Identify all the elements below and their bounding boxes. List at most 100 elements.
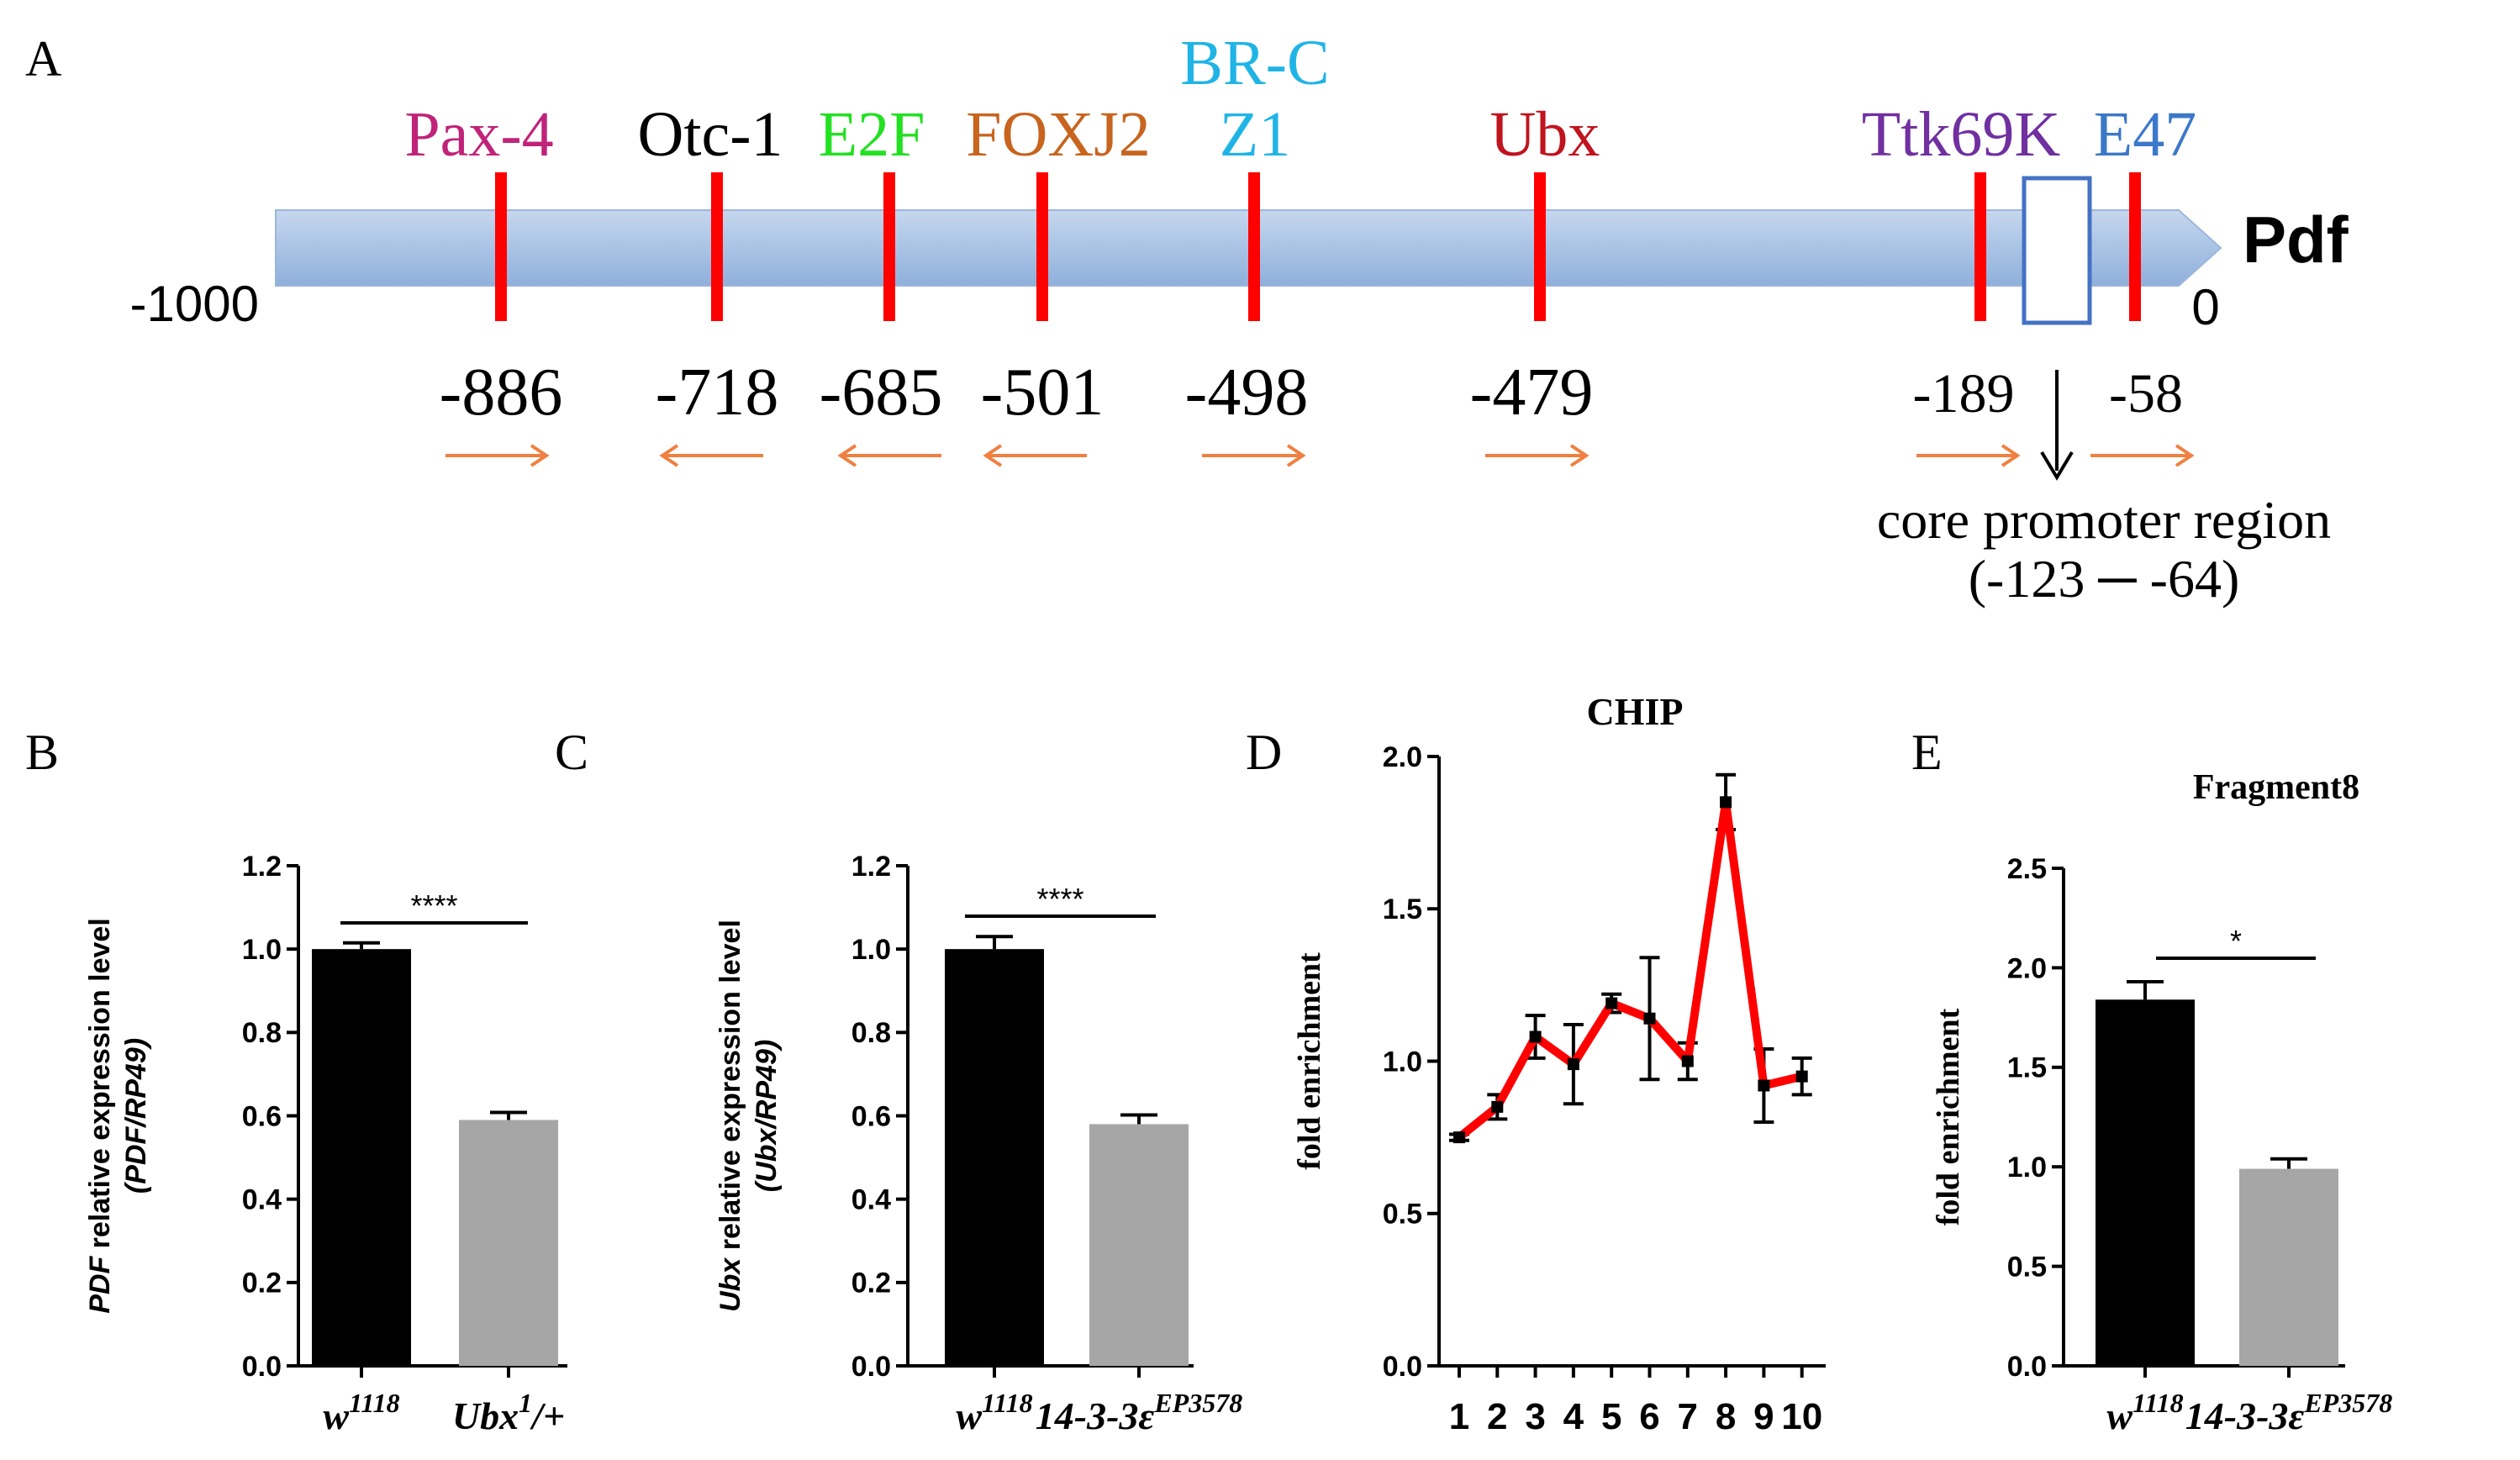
binding-site-1: Pax-4 -886 xyxy=(404,99,562,467)
category-label: w1118 xyxy=(956,1388,1032,1437)
data-point xyxy=(1681,1055,1694,1067)
start-label: -1000 xyxy=(130,276,259,332)
strand-arrow-head xyxy=(530,444,550,467)
data-point xyxy=(1605,997,1618,1009)
category-label: w1118 xyxy=(2106,1388,2183,1437)
y-tick-label: 2.5 xyxy=(2007,853,2047,885)
y-tick-label: 0.8 xyxy=(242,1017,282,1049)
x-tick-label: 6 xyxy=(1639,1396,1659,1437)
y-axis-label: fold enrichment xyxy=(1931,1008,1966,1225)
y-tick-label: 0.0 xyxy=(851,1351,891,1383)
y-tick-label: 2.0 xyxy=(2007,952,2047,984)
end-label: 0 xyxy=(2191,279,2219,335)
factor-label: Otc-1 xyxy=(637,99,783,170)
bar xyxy=(312,949,411,1366)
data-point xyxy=(1758,1079,1770,1092)
y-tick-label: 0.6 xyxy=(242,1100,282,1132)
binding-site-7: Ttk69K -189 xyxy=(1862,99,2061,467)
y-tick-label: 1.0 xyxy=(1383,1046,1422,1078)
category-label: 14-3-3εEP3578 xyxy=(2185,1388,2392,1437)
x-tick-label: 5 xyxy=(1601,1396,1621,1437)
data-point xyxy=(1491,1100,1504,1113)
y-tick-label: 0.0 xyxy=(242,1351,282,1383)
strand-arrow-head xyxy=(983,444,1003,467)
strand-arrow-head xyxy=(2175,444,2195,467)
panel-a-letter: A xyxy=(25,31,61,87)
y-tick-label: 0.5 xyxy=(2007,1252,2047,1283)
factor-label: BR-C xyxy=(1180,28,1329,98)
y-tick-label: 1.5 xyxy=(2007,1052,2047,1084)
panel-e-letter: E xyxy=(1911,725,1943,780)
panel-d-letter: D xyxy=(1246,725,1282,780)
x-tick-label: 1 xyxy=(1449,1396,1469,1437)
strand-arrow-head xyxy=(2001,444,2021,467)
y-tick-label: 1.0 xyxy=(242,934,282,966)
x-tick-label: 8 xyxy=(1716,1396,1736,1437)
panel-d-chart: D 0.0 0.5 1.0 1.5 2.0 1 2 3 4 5 6 7 8 9 10 fold enrichm… xyxy=(1246,690,1826,1437)
binding-site-3: E2F -685 xyxy=(819,99,942,467)
significance-marker: **** xyxy=(1036,882,1083,916)
y-axis-label-2: (PDF/RP49) xyxy=(120,1038,152,1194)
site-position-label: -498 xyxy=(1185,356,1309,430)
bar xyxy=(2096,999,2195,1366)
panel-c-letter: C xyxy=(555,725,588,780)
y-tick-label: 0.5 xyxy=(1383,1199,1422,1231)
x-tick-label: 4 xyxy=(1563,1396,1584,1437)
binding-site-6: Ubx -479 xyxy=(1470,99,1600,467)
strand-arrow-head xyxy=(1569,444,1589,467)
significance-marker: **** xyxy=(410,888,457,923)
x-tick-label: 3 xyxy=(1525,1396,1545,1437)
bar xyxy=(2239,1168,2338,1366)
binding-sites: Pax-4 -886 Otc-1 -718 E2F -685 FOXJ2 -501 BR-CZ1… xyxy=(404,28,2196,467)
core-promoter-range: (-123 ─ -64) xyxy=(1969,549,2240,609)
binding-site-4: FOXJ2 -501 xyxy=(966,99,1151,467)
category-label: 14-3-3εEP3578 xyxy=(1036,1388,1242,1437)
y-axis-label: Ubx relative expression level xyxy=(714,920,746,1312)
site-position-label: -718 xyxy=(656,356,779,430)
x-tick-label: 9 xyxy=(1753,1396,1774,1437)
x-tick-label: 2 xyxy=(1487,1396,1507,1437)
site-position-label: -501 xyxy=(981,356,1104,430)
y-axis-label: PDF relative expression level xyxy=(84,918,116,1314)
y-tick-label: 0.2 xyxy=(851,1268,891,1299)
series-line xyxy=(1456,798,1803,1141)
category-label: Ubx1/+ xyxy=(452,1388,565,1437)
binding-site-8: E47 -58 xyxy=(2090,99,2196,467)
strand-arrow-head xyxy=(659,444,679,467)
panel-b-letter: B xyxy=(25,725,59,780)
binding-site-5: BR-CZ1 -498 xyxy=(1180,28,1330,467)
y-axis-label-2: (Ubx/RP49) xyxy=(751,1040,783,1192)
y-tick-label: 1.0 xyxy=(2007,1152,2047,1183)
category-label: w1118 xyxy=(323,1388,399,1437)
core-promoter-label: core promoter region xyxy=(1877,490,2331,550)
panel-a-promoter-map: A Pdf -1000 0 core promoter region (-123… xyxy=(25,28,2349,609)
strand-arrow-head xyxy=(1286,444,1306,467)
significance-marker: * xyxy=(2230,924,2242,958)
panel-c-chart: C 0.0 0.2 0.4 0.6 0.8 1.0 1.2 w1118 14-3-3εEP357… xyxy=(555,725,1242,1437)
factor-label: Ubx xyxy=(1490,99,1600,170)
chart-title: Fragment8 xyxy=(2193,768,2359,807)
y-axis-label: fold enrichment xyxy=(1292,952,1327,1170)
x-tick-label: 7 xyxy=(1678,1396,1698,1437)
strand-arrow-head xyxy=(837,444,857,467)
factor-label: Ttk69K xyxy=(1862,99,2061,170)
bar xyxy=(945,949,1044,1366)
gene-label: Pdf xyxy=(2243,203,2349,277)
core-promoter-box xyxy=(2022,176,2092,325)
y-tick-label: 1.2 xyxy=(242,851,282,883)
y-tick-label: 0.4 xyxy=(851,1184,891,1216)
y-tick-label: 1.5 xyxy=(1383,893,1422,925)
factor-label: Pax-4 xyxy=(404,99,553,170)
factor-label: Z1 xyxy=(1220,99,1290,170)
data-point xyxy=(1529,1030,1542,1043)
y-tick-label: 0.2 xyxy=(242,1268,282,1299)
data-point xyxy=(1453,1131,1465,1144)
site-position-label: -58 xyxy=(2109,363,2183,424)
site-position-label: -189 xyxy=(1913,363,2015,424)
data-point xyxy=(1643,1012,1656,1025)
bar xyxy=(459,1120,558,1366)
y-tick-label: 1.0 xyxy=(851,934,891,966)
data-point xyxy=(1795,1070,1808,1083)
y-tick-label: 2.0 xyxy=(1383,741,1422,773)
